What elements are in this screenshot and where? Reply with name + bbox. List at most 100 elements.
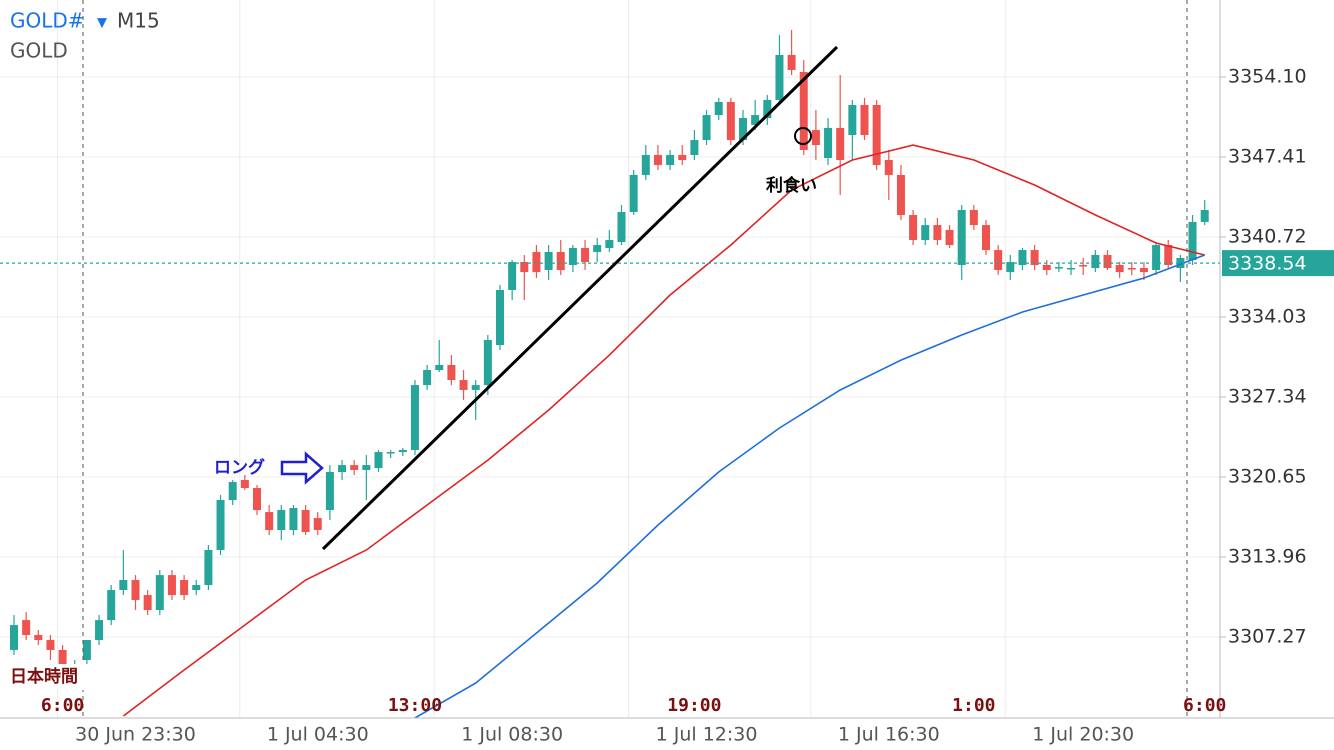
- current-price-box: [1222, 250, 1334, 277]
- candle-body: [921, 225, 930, 241]
- y-tick-label: 3320.65: [1228, 466, 1307, 488]
- candle-body: [362, 465, 371, 470]
- candle-body: [204, 549, 213, 586]
- candle-body: [1018, 250, 1027, 266]
- candle-body: [277, 510, 286, 531]
- candle-body: [872, 104, 881, 166]
- tz-label: 日本時間: [10, 666, 78, 687]
- candle-body: [714, 102, 723, 116]
- candle-body: [1152, 245, 1161, 271]
- candle-body: [82, 640, 91, 661]
- timeframe[interactable]: M15: [117, 9, 160, 33]
- candle-body: [824, 127, 833, 158]
- symbol[interactable]: GOLD#: [10, 9, 85, 33]
- candle-body: [1042, 265, 1051, 271]
- candle-body: [690, 140, 699, 155]
- candle-body: [1091, 254, 1100, 268]
- candle-body: [1067, 267, 1076, 270]
- candle-body: [240, 480, 249, 489]
- candle-body: [641, 154, 650, 175]
- tz-label-bg: [6, 664, 90, 690]
- candle-body: [860, 104, 869, 136]
- entry-arrow: [280, 451, 324, 485]
- grid: [0, 0, 1220, 718]
- candle-body: [192, 585, 201, 591]
- jst-tick-label: 19:00: [667, 695, 721, 716]
- candle-body: [107, 590, 116, 621]
- y-tick-label: 3307.27: [1228, 626, 1307, 648]
- candle-body: [811, 129, 820, 146]
- candle-body: [1164, 245, 1173, 266]
- candle-body: [386, 452, 395, 454]
- x-tick-label: 1 Jul 16:30: [838, 724, 940, 746]
- candle-body: [435, 364, 444, 371]
- candle-body: [751, 115, 760, 125]
- candle-body: [556, 251, 565, 271]
- jst-tick-label: 6:00: [1183, 695, 1226, 716]
- candle-body: [909, 215, 918, 241]
- candle-body: [253, 488, 261, 511]
- candle-body: [532, 251, 541, 273]
- candle-body: [374, 452, 383, 469]
- candle-body: [1176, 257, 1185, 268]
- candle-body: [216, 499, 225, 550]
- candle-body: [410, 385, 419, 451]
- candle-body: [775, 55, 784, 100]
- candle-body: [167, 575, 176, 596]
- x-tick-label: 1 Jul 20:30: [1032, 724, 1134, 746]
- jst-tick-label: 6:00: [41, 695, 84, 716]
- candle-body: [289, 508, 298, 531]
- candle-body: [1115, 265, 1124, 273]
- candle-body: [325, 472, 334, 511]
- candle-body: [155, 575, 164, 611]
- y-tick-label: 3354.10: [1228, 66, 1307, 88]
- candle-body: [180, 579, 189, 596]
- candle-body: [629, 174, 638, 213]
- candle-body: [1079, 265, 1088, 267]
- candle-body: [1006, 262, 1015, 273]
- candle-body: [508, 262, 517, 290]
- x-tick-label: 1 Jul 04:30: [267, 724, 369, 746]
- candle-body: [969, 209, 978, 226]
- current-price-label: 3338.54: [1228, 253, 1307, 275]
- candle-body: [702, 115, 711, 141]
- candle-body: [34, 635, 43, 641]
- candle-body: [982, 225, 990, 251]
- candle-body: [544, 251, 553, 271]
- candle-body: [423, 370, 432, 386]
- candle-body: [1200, 209, 1209, 222]
- y-tick-label: 3327.34: [1228, 386, 1307, 408]
- x-tick-label: 1 Jul 12:30: [656, 724, 758, 746]
- candle-body: [350, 465, 359, 470]
- candle-body: [1030, 250, 1039, 266]
- candle-body: [95, 620, 104, 641]
- candle-body: [933, 225, 942, 241]
- y-tick-label: 3347.41: [1228, 146, 1307, 168]
- candle-body: [605, 240, 614, 249]
- candle-body: [119, 579, 128, 591]
- candle-body: [143, 595, 152, 611]
- symbol-dropdown[interactable]: ▼: [97, 16, 107, 31]
- candle-body: [617, 212, 626, 243]
- candle-body: [301, 510, 310, 533]
- candle-body: [10, 625, 18, 650]
- candle-body: [22, 620, 31, 636]
- candle-body: [836, 127, 845, 161]
- candle-body: [763, 99, 772, 119]
- candle-body: [945, 229, 954, 246]
- candle-body: [957, 209, 966, 266]
- candle-body: [666, 154, 675, 166]
- candle-body: [653, 154, 662, 166]
- jst-tick-label: 13:00: [388, 695, 442, 716]
- candle-body: [787, 55, 796, 70]
- y-tick-label: 3334.03: [1228, 306, 1307, 328]
- candle-body: [581, 248, 590, 263]
- x-tick-label: 30 Jun 23:30: [75, 724, 196, 746]
- candle-body: [46, 640, 55, 650]
- exit-marker: [794, 127, 812, 145]
- trend-line: [321, 45, 839, 551]
- candle-body: [994, 250, 1003, 271]
- axes: 3354.10 3347.41 3340.72 3334.03 3327.34 3320.…: [41, 66, 1334, 746]
